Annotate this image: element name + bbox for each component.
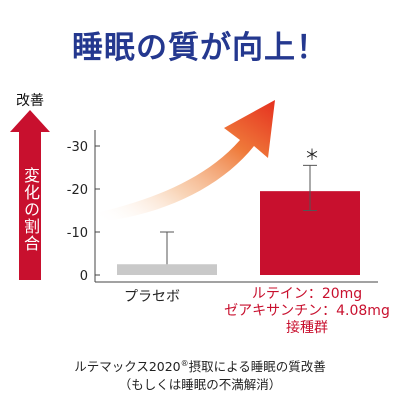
arrow-text: 変化の割合 — [21, 166, 40, 252]
improvement-arrow-icon — [10, 110, 50, 280]
treatment-label: ルテイン：20mg ゼアキサンチン：4.08mg 接種群 — [222, 286, 392, 337]
footnote-suffix: 摂取による睡眠の質改善 — [188, 359, 326, 374]
headline: 睡眠の質が向上！ — [72, 30, 328, 66]
bar-placebo — [117, 264, 217, 275]
treatment-label-line2: ゼアキサンチン：4.08mg — [224, 303, 390, 319]
footnote-product: ルテマックス2020 — [74, 359, 181, 374]
improvement-label: 改善 — [16, 93, 44, 109]
treatment-label-line1: ルテイン：20mg — [251, 286, 363, 302]
y-tick-label: 0 — [80, 269, 88, 284]
significance-marker: ＊ — [304, 146, 319, 164]
y-tick-label: -20 — [67, 183, 88, 198]
y-tick-label: -10 — [67, 226, 88, 241]
treatment-label-line3: 接種群 — [286, 320, 328, 336]
footnote-line1: ルテマックス2020®摂取による睡眠の質改善 — [0, 356, 400, 375]
footnote-line2: （もしくは睡眠の不満解消） — [118, 377, 282, 392]
footnote-registered-mark: ® — [180, 358, 189, 368]
y-tick-label: -30 — [67, 140, 88, 155]
placebo-label: プラセボ — [124, 289, 180, 305]
trend-arrow-icon — [100, 100, 275, 222]
